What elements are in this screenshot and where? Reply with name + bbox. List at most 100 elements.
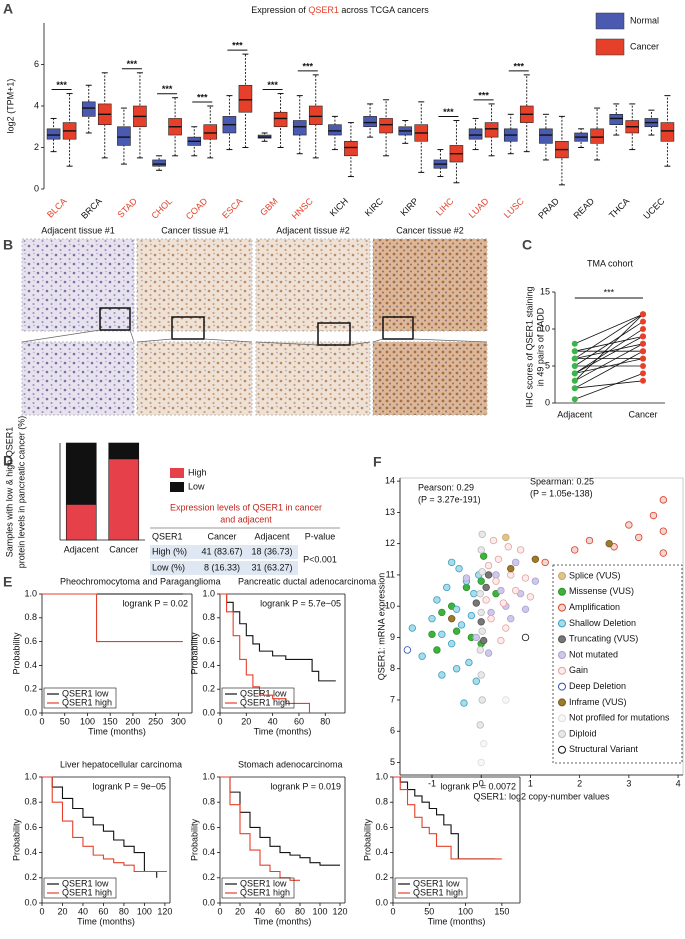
x-tick-label: 200: [125, 716, 140, 726]
title-part: across TCGA cancers: [341, 5, 429, 15]
point: [640, 363, 646, 369]
point: [403, 646, 412, 654]
table-cell: Low (%): [152, 562, 185, 572]
x-tick-label: 100: [137, 906, 152, 916]
tissue-image: [136, 238, 253, 332]
point: [516, 546, 525, 554]
box: [238, 84, 253, 113]
point: [477, 671, 485, 679]
sig-label: ***: [56, 80, 67, 90]
x-tick-label: 50: [60, 716, 70, 726]
x-tick-label: 0: [479, 778, 484, 788]
point: [511, 586, 520, 595]
legend-label: Normal: [630, 15, 659, 25]
legend-swatch: [595, 12, 625, 30]
y-axis-label: Probability: [11, 632, 21, 675]
x-tick-label: BRCA: [79, 196, 104, 221]
point: [452, 665, 461, 673]
x-axis-label: Time (months): [77, 916, 135, 926]
legend-box: [552, 564, 683, 764]
x-tick-label: Cancer: [628, 409, 657, 419]
legend-box: [394, 877, 468, 899]
point: [502, 624, 510, 632]
x-axis-label: Time (months): [88, 726, 146, 736]
logrank: logrank P = 0.02: [122, 598, 188, 608]
x-axis-label: Time (months): [428, 916, 486, 926]
y-tick-label: 1.0: [375, 771, 388, 781]
box: [308, 105, 323, 125]
point: [408, 624, 417, 632]
legend-marker: [558, 651, 566, 659]
x-tick-label: 150: [494, 906, 509, 916]
table-cell: P<0.001: [303, 554, 337, 564]
sig-label: ***: [604, 287, 615, 297]
logrank: logrank P = 0.0072: [440, 781, 516, 791]
point: [571, 363, 578, 369]
y-tick-label: 2: [34, 142, 39, 152]
x-tick-label: 80: [119, 906, 129, 916]
x-tick-label: HNSC: [290, 196, 315, 221]
legend-label: QSER1 high: [413, 887, 463, 897]
legend-marker: [558, 587, 566, 596]
legend-label: QSER1 low: [62, 878, 109, 888]
y-tick-label: 12: [385, 538, 395, 548]
point: [476, 721, 484, 729]
table-title: and adjacent: [220, 514, 272, 524]
point: [659, 527, 668, 535]
legend-label: Not profiled for mutations: [569, 713, 670, 723]
zoom-image: [136, 341, 253, 416]
point: [479, 552, 488, 560]
annotation: Pearson: 0.29: [418, 482, 474, 492]
y-tick-label: 0.8: [202, 612, 215, 622]
y-tick-label: 1.0: [202, 771, 215, 781]
point: [507, 564, 515, 573]
y-axis-label: Probability: [189, 632, 199, 675]
x-tick-label: 40: [255, 906, 265, 916]
x-axis-label: QSER1: log2 copy-number values: [473, 791, 610, 801]
legend-box: [221, 877, 295, 899]
x-tick-label: THCA: [607, 196, 631, 220]
bar-segment: [108, 442, 140, 460]
y-tick-label: 0: [34, 183, 39, 193]
pair-line: [574, 336, 644, 374]
survival-curve: [220, 593, 336, 682]
x-tick-label: 50: [424, 906, 434, 916]
y-tick-label: 0.6: [202, 636, 215, 646]
zoom-lines: [21, 329, 488, 346]
box: [539, 128, 553, 144]
legend-label: Structural Variant: [569, 744, 638, 754]
image-header: Adjacent tissue #2: [276, 225, 350, 235]
pair-line: [574, 343, 644, 382]
table-header: Adjacent: [254, 531, 290, 541]
x-tick-label: 4: [676, 778, 681, 788]
legend-marker: [558, 745, 566, 754]
y-tick-label: 0.6: [24, 822, 37, 832]
x-tick-label: 0: [39, 716, 44, 726]
box: [468, 128, 483, 140]
legend-box: [43, 877, 117, 899]
x-tick-label: LUAD: [467, 196, 491, 220]
pair-line: [574, 373, 644, 400]
sig-label: ***: [302, 61, 313, 71]
x-tick-label: CHOL: [149, 196, 174, 221]
x-tick-label: PRAD: [536, 196, 561, 221]
point: [428, 630, 436, 639]
y-tick-label: 0.4: [375, 847, 388, 857]
legend-marker: [558, 572, 566, 580]
pair-line: [574, 313, 644, 359]
x-tick-label: 300: [171, 716, 186, 726]
y-axis-label: Probability: [11, 818, 21, 861]
box: [484, 122, 499, 138]
y-axis-label: log2 (TPM+1): [5, 79, 15, 134]
legend-label: Splice (VUS): [569, 570, 621, 580]
x-tick-label: ESCA: [220, 196, 244, 220]
point: [478, 696, 486, 704]
y-tick-label: 14: [385, 476, 395, 486]
legend-label: Diploid: [569, 728, 597, 738]
point: [640, 311, 646, 318]
survival-curve: [220, 593, 311, 713]
point: [649, 511, 658, 520]
panel-label: C: [522, 237, 532, 253]
y-tick-label: 0.8: [24, 797, 37, 807]
table-cell: High (%): [152, 546, 187, 556]
